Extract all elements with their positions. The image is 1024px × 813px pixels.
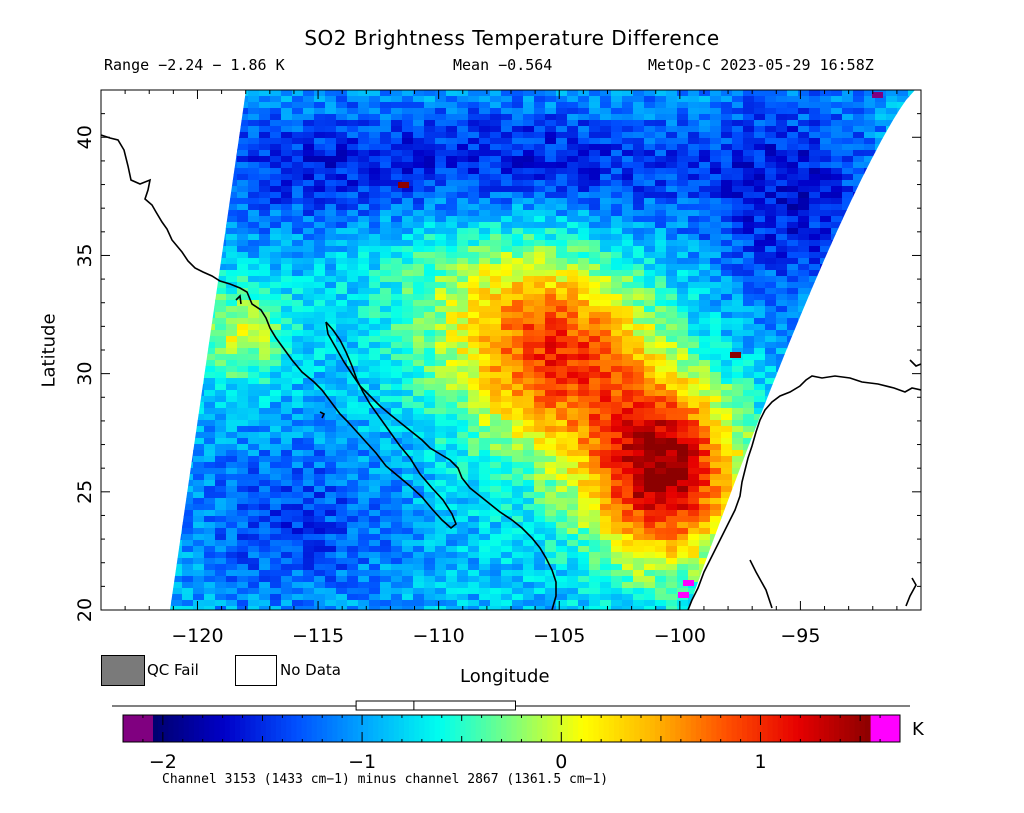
x-tick-label: −105 — [533, 625, 585, 647]
x-axis: −120 −115 −110 −105 −100 −95 — [100, 90, 922, 647]
mean-readout: Mean −0.564 — [453, 56, 553, 74]
satellite-timestamp: MetOp-C 2023-05-29 16:58Z — [648, 56, 874, 74]
no-data-label: No Data — [280, 661, 341, 679]
y-axis: 20 25 30 35 40 — [74, 89, 921, 622]
y-tick-label: 20 — [74, 598, 96, 622]
x-tick-label: −110 — [413, 625, 465, 647]
y-tick-label: 25 — [74, 480, 96, 504]
x-tick-label: −100 — [654, 625, 706, 647]
x-axis-label: Longitude — [460, 666, 550, 687]
y-tick-label: 30 — [74, 362, 96, 386]
colorbar-tick-label: −1 — [348, 751, 376, 773]
colorbar-tick-label: 1 — [754, 751, 766, 773]
colorbar-frame — [122, 714, 901, 743]
qc-fail-label: QC Fail — [147, 661, 199, 679]
colorbar-high-cap — [870, 715, 900, 742]
coastline — [101, 134, 921, 610]
map-area — [101, 90, 921, 610]
y-axis-label: Latitude — [38, 313, 60, 388]
colorbar: −2 −1 0 1 — [112, 700, 910, 773]
colorbar-unit: K — [912, 719, 924, 740]
colorbar-tick-label: −2 — [149, 751, 177, 773]
colorbar-tick-label: 0 — [555, 751, 567, 773]
page-title: SO2 Brightness Temperature Difference — [304, 26, 720, 50]
data-swath — [170, 90, 915, 610]
qc-fail-swatch — [101, 655, 145, 686]
no-data-swatch — [235, 655, 277, 686]
x-tick-label: −95 — [780, 625, 820, 647]
range-readout: Range −2.24 − 1.86 K — [104, 56, 285, 74]
x-tick-label: −120 — [171, 625, 223, 647]
colorbar-low-cap — [123, 715, 153, 742]
y-tick-label: 40 — [74, 125, 96, 149]
mean-indicator-box — [355, 700, 516, 711]
channel-note: Channel 3153 (1433 cm−1) minus channel 2… — [162, 772, 609, 787]
y-tick-label: 35 — [74, 243, 96, 267]
x-tick-label: −115 — [292, 625, 344, 647]
